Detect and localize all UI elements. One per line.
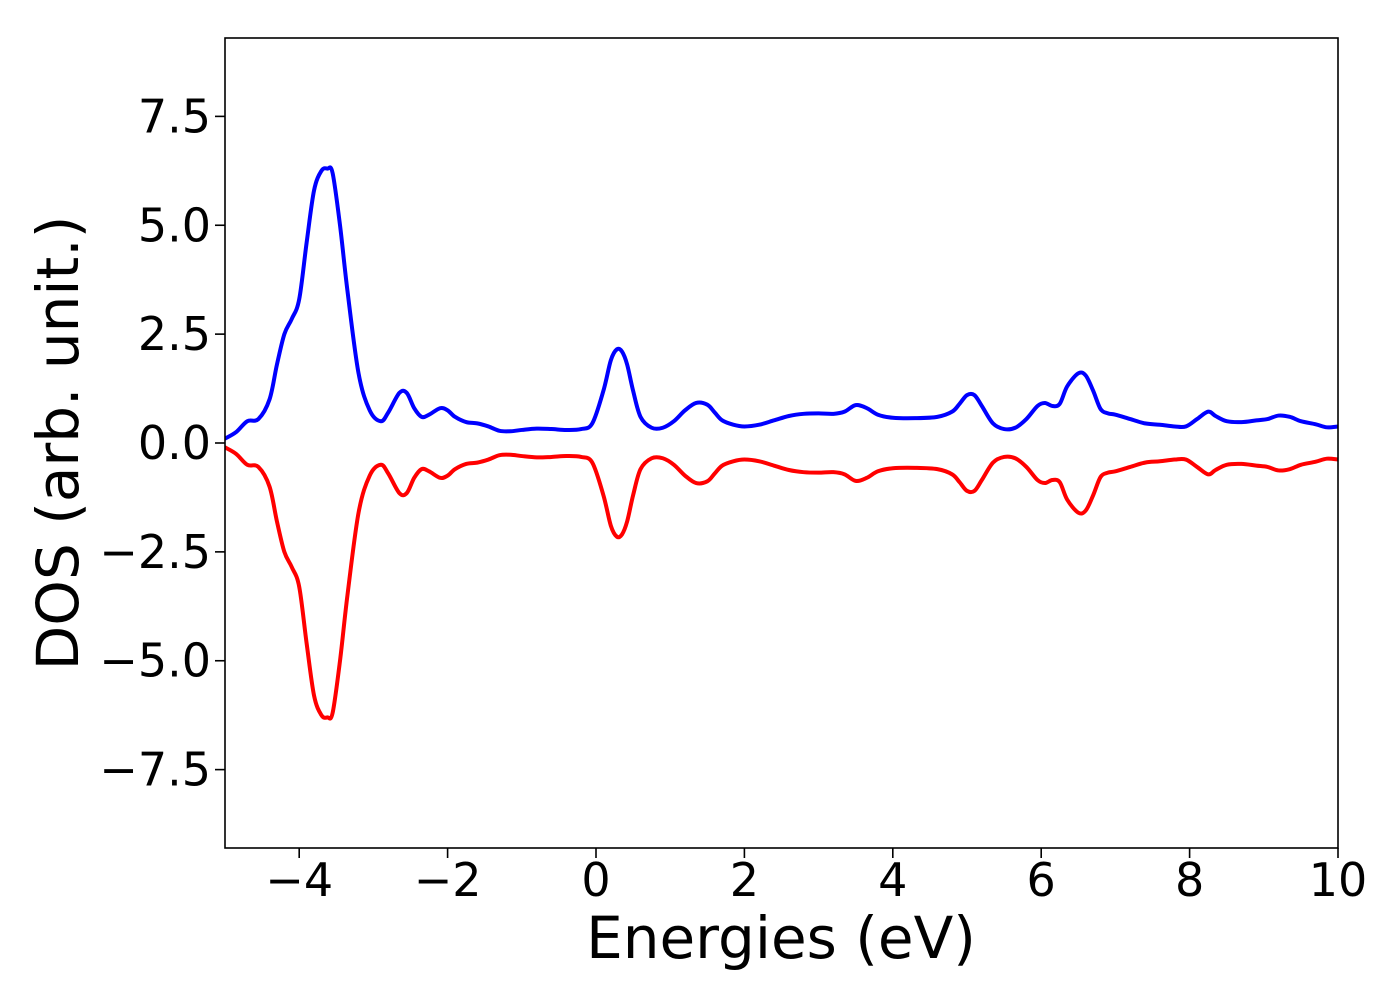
plot-frame [224,37,1339,849]
x-tick-label: 10 [1309,853,1368,907]
plot-area [224,37,1339,849]
y-axis-ticks: 7.5 5.0 2.5 0.0 −2.5 −5.0 −7.5 [99,89,225,797]
x-tick-label: −2 [414,853,482,907]
y-tick-label: −7.5 [99,743,211,797]
x-tick-label: −4 [265,853,333,907]
y-tick-label: 5.0 [138,198,211,252]
y-tick-label: 2.5 [138,307,211,361]
series-line-1 [225,165,1338,441]
x-tick-label: 0 [581,853,610,907]
x-tick-label: 4 [878,853,907,907]
series-layer [225,165,1338,721]
x-tick-label: 2 [730,853,759,907]
x-axis-ticks: −4 −2 0 2 4 6 8 10 [265,848,1367,907]
x-tick-label: 6 [1027,853,1056,907]
x-tick-label: 8 [1175,853,1204,907]
y-tick-label: 0.0 [138,416,211,470]
y-tick-label: −5.0 [99,634,211,688]
y-tick-label: 7.5 [138,89,211,143]
y-axis-label: DOS (arb. unit.) [24,216,92,671]
x-axis-label: Energies (eV) [586,904,976,972]
y-tick-label: −2.5 [99,525,211,579]
series-line-2 [225,445,1338,721]
